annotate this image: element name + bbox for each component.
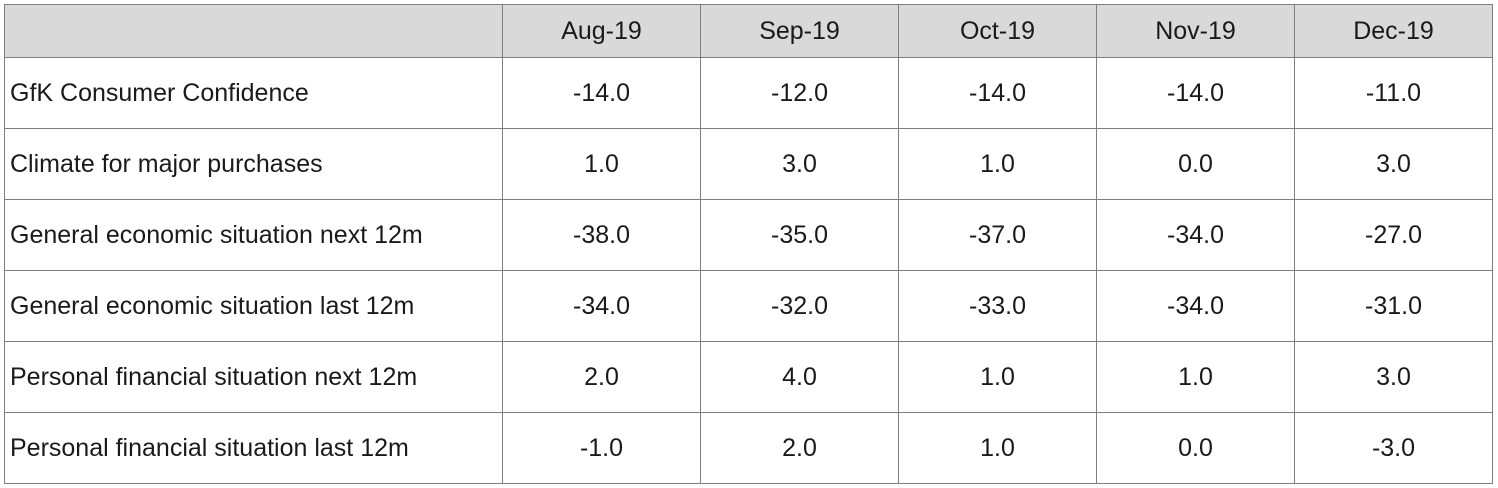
row-label: Personal financial situation next 12m <box>4 341 503 413</box>
table-cell: 2.0 <box>502 341 701 413</box>
table-cell: 0.0 <box>1096 128 1295 200</box>
table-cell: -12.0 <box>700 57 899 129</box>
table-cell: 3.0 <box>1294 128 1493 200</box>
table-row-gfk-consumer-confidence: GfK Consumer Confidence -14.0 -12.0 -14.… <box>4 57 1493 129</box>
header-corner-cell <box>4 4 503 58</box>
table-row-personal-financial-last-12m: Personal financial situation last 12m -1… <box>4 412 1493 484</box>
row-label: General economic situation next 12m <box>4 199 503 271</box>
table-cell: -14.0 <box>898 57 1097 129</box>
table-cell: -3.0 <box>1294 412 1493 484</box>
table-cell: -34.0 <box>1096 199 1295 271</box>
table-row-personal-financial-next-12m: Personal financial situation next 12m 2.… <box>4 341 1493 413</box>
table-row-general-economic-last-12m: General economic situation last 12m -34.… <box>4 270 1493 342</box>
table-cell: -11.0 <box>1294 57 1493 129</box>
row-label: GfK Consumer Confidence <box>4 57 503 129</box>
table-cell: -14.0 <box>1096 57 1295 129</box>
table-cell: -38.0 <box>502 199 701 271</box>
table-cell: -35.0 <box>700 199 899 271</box>
table-cell: -27.0 <box>1294 199 1493 271</box>
table-cell: -14.0 <box>502 57 701 129</box>
header-row: Aug-19 Sep-19 Oct-19 Nov-19 Dec-19 <box>4 4 1493 58</box>
row-label: Personal financial situation last 12m <box>4 412 503 484</box>
column-header-nov-19: Nov-19 <box>1096 4 1295 58</box>
table-cell: 1.0 <box>898 128 1097 200</box>
table-row-climate-for-major-purchases: Climate for major purchases 1.0 3.0 1.0 … <box>4 128 1493 200</box>
table-cell: 1.0 <box>898 341 1097 413</box>
table-cell: -37.0 <box>898 199 1097 271</box>
gfk-consumer-confidence-table: Aug-19 Sep-19 Oct-19 Nov-19 Dec-19 GfK C… <box>4 4 1493 484</box>
table-cell: -31.0 <box>1294 270 1493 342</box>
data-table-container: Aug-19 Sep-19 Oct-19 Nov-19 Dec-19 GfK C… <box>4 4 1493 484</box>
table-cell: 0.0 <box>1096 412 1295 484</box>
table-cell: 2.0 <box>700 412 899 484</box>
table-cell: 1.0 <box>502 128 701 200</box>
table-cell: 3.0 <box>700 128 899 200</box>
table-cell: -1.0 <box>502 412 701 484</box>
row-label: General economic situation last 12m <box>4 270 503 342</box>
table-cell: 4.0 <box>700 341 899 413</box>
table-cell: 1.0 <box>1096 341 1295 413</box>
row-label: Climate for major purchases <box>4 128 503 200</box>
table-cell: 1.0 <box>898 412 1097 484</box>
table-cell: -33.0 <box>898 270 1097 342</box>
table-row-general-economic-next-12m: General economic situation next 12m -38.… <box>4 199 1493 271</box>
column-header-oct-19: Oct-19 <box>898 4 1097 58</box>
table-cell: -34.0 <box>502 270 701 342</box>
table-cell: 3.0 <box>1294 341 1493 413</box>
table-cell: -32.0 <box>700 270 899 342</box>
column-header-sep-19: Sep-19 <box>700 4 899 58</box>
table-cell: -34.0 <box>1096 270 1295 342</box>
column-header-dec-19: Dec-19 <box>1294 4 1493 58</box>
column-header-aug-19: Aug-19 <box>502 4 701 58</box>
